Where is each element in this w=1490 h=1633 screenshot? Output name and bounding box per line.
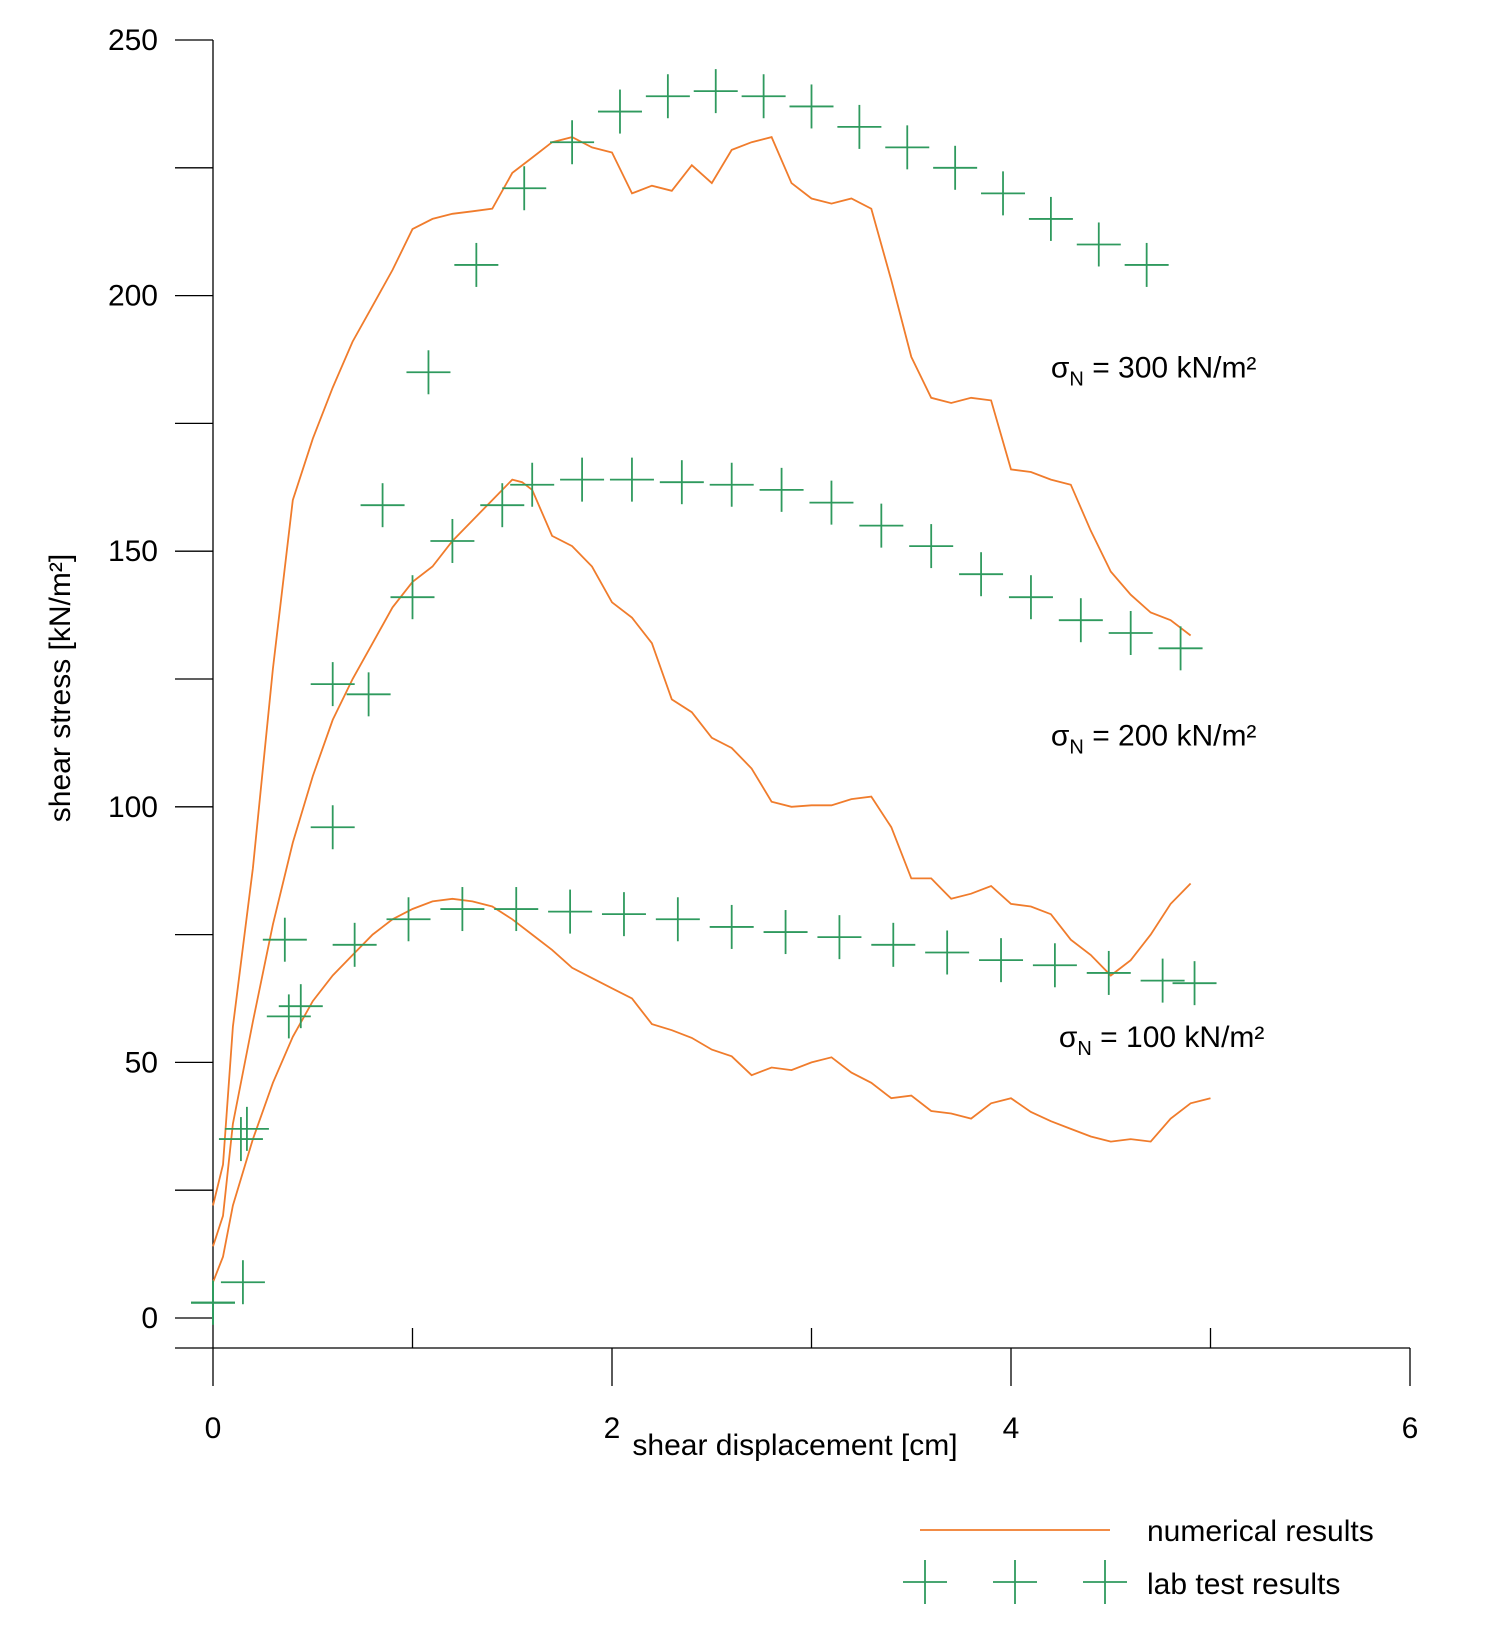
legend-label-lab: lab test results [1147,1568,1340,1601]
lab-point [220,1260,265,1305]
lab-point [933,145,978,190]
sigma-label-2: σN = 100 kN/m² [1059,1021,1265,1060]
lab-point [1124,242,1169,287]
lab-point [597,89,642,134]
axes: 0 50 100 150 200 250 0 2 4 6 [108,24,1418,1445]
lab-point [502,166,547,211]
lab-point [871,922,916,967]
x-tick-label: 0 [205,1412,222,1445]
lab-point [763,910,808,955]
lab-point [454,242,499,287]
lab-point [550,120,595,165]
lab-point [1158,626,1203,671]
lab-point [1032,943,1077,988]
numerical-line-0 [212,897,1211,1283]
lab-point [789,84,834,129]
lab-point [1172,961,1217,1006]
x-axis-label: shear displacement [cm] [632,1429,957,1462]
lab-point [1008,575,1053,620]
lab-point [480,483,525,528]
lab-point [859,503,904,548]
lab-point [440,887,485,932]
lab-point [310,805,355,850]
lab-point [560,457,605,502]
x-tick-label: 4 [1003,1412,1020,1445]
annotations: σN = 300 kN/m² σN = 200 kN/m² σN = 100 kN/… [1051,351,1265,1060]
lab-point [693,69,738,114]
lab-series [191,69,1217,1325]
y-tick-label: 200 [108,280,158,313]
lab-point [386,897,431,942]
lab-point [655,897,700,942]
legend-marker [993,1560,1037,1604]
lab-point [191,1280,235,1325]
lab-point [709,462,754,507]
lab-point [709,904,754,949]
legend-marker [1083,1560,1127,1604]
lab-point [218,1117,263,1162]
numerical-series [212,136,1211,1283]
lab-point [548,889,593,934]
numerical-line-1 [212,478,1192,1247]
lab-point [390,575,435,620]
lab-point [809,480,854,525]
lab-point [346,672,391,717]
lab-point [645,74,690,119]
y-tick-label: 50 [125,1046,158,1079]
lab-point [837,104,882,149]
lab-point [741,74,786,119]
lab-point [406,350,451,395]
lab-point [925,930,970,975]
lab-point [601,892,646,937]
x-tick-label: 2 [604,1412,621,1445]
y-tick-label: 100 [108,791,158,824]
lab-point [262,917,307,962]
numerical-line-2 [212,136,1192,1206]
lab-point [979,938,1024,983]
legend-marker-swatch [903,1560,1127,1604]
lab-point [959,552,1004,597]
lab-point [332,922,377,967]
lab-point [430,518,475,563]
lab-point [885,125,930,170]
lab-point [1140,958,1185,1003]
lab-point [1108,610,1153,655]
lab-point [609,457,654,502]
lab-point [510,462,555,507]
lab-point [360,483,405,528]
y-tick-label: 150 [108,535,158,568]
sigma-label-1: σN = 200 kN/m² [1051,719,1257,758]
lab-point [224,1106,269,1151]
legend-label-numerical: numerical results [1147,1515,1374,1548]
lab-point [310,662,355,707]
lab-point [817,915,862,960]
lab-point [909,524,954,569]
x-tick-label: 6 [1402,1412,1419,1445]
sigma-label-0: σN = 300 kN/m² [1051,351,1257,390]
legend-marker [903,1560,947,1604]
lab-point [759,467,804,512]
y-axis-label: shear stress [kN/m²] [44,554,77,822]
lab-point [1058,598,1103,643]
lab-point [266,994,311,1039]
legend: numerical results lab test results [903,1515,1374,1604]
lab-point [1028,196,1073,241]
y-tick-label: 250 [108,24,158,57]
lab-point [278,984,323,1029]
y-tick-label: 0 [141,1302,158,1335]
lab-point [494,887,539,932]
lab-point [659,460,704,505]
lab-point [1086,950,1131,995]
lab-point [1076,222,1121,267]
lab-point [981,171,1026,216]
